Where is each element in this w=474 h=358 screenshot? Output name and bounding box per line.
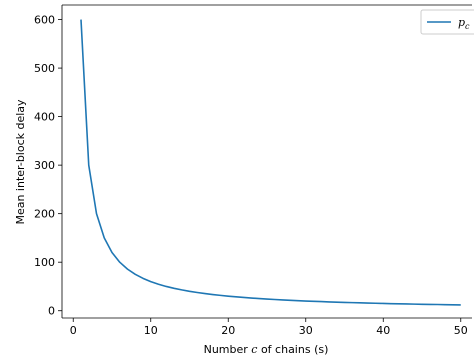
axes-frame xyxy=(61,4,472,319)
x-tick-label: 10 xyxy=(144,324,158,337)
x-axis-ticks: 0 10 20 30 40 50 xyxy=(70,318,468,337)
series-line-pc xyxy=(80,19,461,306)
x-tick-label: 40 xyxy=(376,324,390,337)
x-axis-label-part-1: Number xyxy=(204,343,252,356)
x-axis-label-part-2: of chains (s) xyxy=(257,343,328,356)
y-tick-label: 400 xyxy=(34,111,55,124)
x-tick-label: 20 xyxy=(221,324,235,337)
legend: pc xyxy=(420,9,474,35)
y-axis-label: Mean inter-block delay xyxy=(14,99,27,225)
y-tick-label: 200 xyxy=(34,208,55,221)
series-layer xyxy=(80,19,461,306)
x-axis-label: Number c of chains (s) xyxy=(204,343,329,356)
y-tick-label: 300 xyxy=(34,159,55,172)
y-axis-ticks: 0 100 200 300 400 500 600 xyxy=(34,14,62,318)
legend-label: pc xyxy=(458,16,470,31)
y-tick-label: 600 xyxy=(34,14,55,27)
x-tick-label: 0 xyxy=(70,324,77,337)
y-tick-label: 0 xyxy=(48,305,55,318)
legend-label-main: p xyxy=(458,16,465,29)
x-axis-label-variable: c xyxy=(251,343,257,356)
x-tick-label: 50 xyxy=(454,324,468,337)
legend-label-sub: c xyxy=(465,22,470,31)
y-tick-label: 500 xyxy=(34,62,55,75)
y-tick-label: 100 xyxy=(34,256,55,269)
x-tick-label: 30 xyxy=(299,324,313,337)
